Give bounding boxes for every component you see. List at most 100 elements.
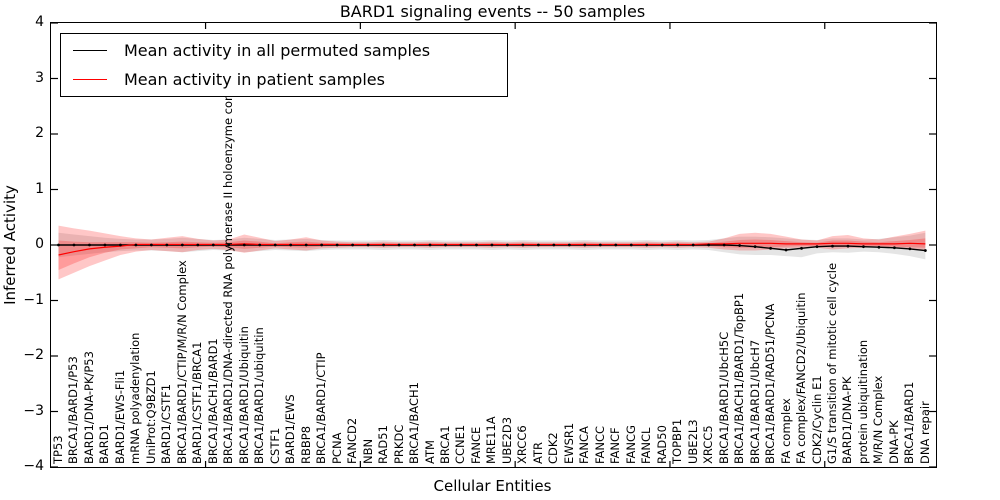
x-axis-tick-label: BRCA1 bbox=[438, 425, 452, 464]
data-point-marker bbox=[103, 243, 107, 247]
data-point-marker bbox=[227, 243, 231, 247]
x-axis-tick-label: ATM bbox=[422, 440, 437, 464]
data-point-marker bbox=[815, 245, 819, 249]
data-point-marker bbox=[366, 243, 370, 247]
data-point-marker bbox=[413, 243, 416, 247]
data-point-marker bbox=[258, 243, 262, 247]
x-axis-tick-label: PCNA bbox=[329, 432, 344, 464]
data-point-marker bbox=[382, 243, 385, 247]
data-point-marker bbox=[428, 243, 432, 247]
data-point-marker bbox=[552, 243, 556, 247]
x-axis-tick-label: BRCA1/BARD1/ubiquitin bbox=[252, 327, 267, 464]
x-axis-tick-label: RBBP8 bbox=[298, 425, 313, 464]
x-axis-tick-label: BRCA1/BARD1/UbcH7 bbox=[747, 339, 762, 464]
data-point-marker bbox=[242, 243, 246, 247]
chart-title: BARD1 signaling events -- 50 samples bbox=[339, 2, 646, 21]
data-point-marker bbox=[738, 244, 742, 247]
data-point-marker bbox=[119, 243, 122, 247]
x-axis-tick-label: BARD1/DNA-PK/P53 bbox=[81, 351, 96, 464]
x-axis-tick-label: BARD1 bbox=[97, 424, 112, 464]
x-axis-tick-label: BRCA1/BARD1 bbox=[902, 381, 917, 464]
y-axis-tick-label: 4 bbox=[35, 14, 44, 30]
data-point-marker bbox=[908, 247, 912, 251]
data-point-marker bbox=[490, 243, 494, 247]
y-axis-tick-label: 2 bbox=[35, 125, 44, 141]
x-axis-tick-label: UniProt:Q9BZD1 bbox=[143, 370, 158, 464]
data-point-marker bbox=[800, 246, 803, 250]
data-point-marker bbox=[846, 244, 850, 248]
x-axis-tick-label: FANCE bbox=[468, 426, 483, 464]
x-axis-tick-label: MRE11A bbox=[484, 416, 499, 464]
x-axis-tick-label: BARD1/DNA-PK bbox=[840, 376, 855, 465]
x-axis-tick-label: FANCL bbox=[639, 427, 654, 464]
data-point-marker bbox=[769, 246, 772, 250]
x-axis-tick-label: ATR bbox=[530, 442, 545, 464]
data-point-marker bbox=[88, 243, 91, 247]
data-point-marker bbox=[57, 243, 60, 247]
x-axis-tick-label: UBE2L3 bbox=[685, 419, 700, 464]
data-point-marker bbox=[707, 243, 711, 247]
data-point-marker bbox=[614, 243, 618, 247]
x-axis-tick-label: BRCA1/BARD1/P53 bbox=[66, 356, 81, 464]
x-axis-tick-label: protein ubiquitination bbox=[855, 339, 870, 464]
red-line-sample-icon bbox=[73, 79, 107, 81]
data-point-marker bbox=[211, 243, 215, 247]
x-axis-tick-label: BARD1/CSTF1 bbox=[159, 383, 174, 464]
x-axis-tick-label: BRCA1/BACH1/BARD1/TopBP1 bbox=[732, 292, 747, 464]
data-point-marker bbox=[149, 243, 153, 247]
data-point-marker bbox=[397, 243, 401, 247]
data-point-marker bbox=[506, 243, 509, 247]
x-axis-tick-label: G1/S transition of mitotic cell cycle bbox=[825, 262, 839, 464]
x-axis-tick-label: CDK2/Cyclin E1 bbox=[809, 375, 824, 464]
x-axis-tick-label: FANCG bbox=[623, 425, 638, 464]
data-point-marker bbox=[72, 243, 76, 247]
x-axis-tick-label: BRCA1/BARD1/CTIP bbox=[314, 352, 329, 464]
data-point-marker bbox=[567, 243, 571, 247]
plot-svg bbox=[51, 23, 936, 467]
y-axis-tick-label: −2 bbox=[23, 347, 44, 363]
data-point-marker bbox=[676, 243, 680, 247]
data-point-marker bbox=[877, 245, 881, 249]
x-axis-tick-label: FA complex/FANCD2/Ubiquitin bbox=[794, 292, 809, 464]
x-axis-label: Cellular Entities bbox=[433, 477, 552, 495]
y-axis-tick-label: 3 bbox=[35, 69, 44, 86]
data-point-marker bbox=[351, 243, 355, 247]
data-point-marker bbox=[691, 243, 695, 247]
x-axis-tick-label: FANCC bbox=[592, 425, 607, 464]
data-point-marker bbox=[521, 243, 525, 247]
x-axis-tick-label: PRKDC bbox=[391, 424, 406, 464]
plot-area: TP53 BRCA1/BARD1/P53 BARD1/DNA-PK/P53 BARD1… bbox=[50, 22, 937, 468]
x-axis-tick-label: BARD1/EWS-Fli1 bbox=[112, 369, 127, 464]
x-axis-tick-label: DNA repair bbox=[917, 401, 932, 464]
x-axis-tick-label: EWSR1 bbox=[561, 422, 576, 464]
data-point-marker bbox=[444, 243, 447, 247]
x-axis-tick-label: BRCA1/BARD1/CTIP/M/R/N Complex bbox=[174, 260, 189, 464]
x-axis-tick-label: BRCA1/BARD1/UbcH5C bbox=[716, 331, 731, 464]
data-point-marker bbox=[165, 243, 169, 247]
x-axis-tick-label: BARD1/EWS bbox=[283, 394, 298, 464]
black-line-sample-icon bbox=[73, 49, 107, 51]
x-axis-tick-label: BRCA1/BARD1/DNA-directed RNA polymerase … bbox=[221, 65, 236, 464]
data-point-marker bbox=[660, 243, 664, 247]
data-point-marker bbox=[196, 243, 200, 247]
legend-label-permuted: Mean activity in all permuted samples bbox=[124, 40, 431, 60]
x-axis-tick-label: FA complex bbox=[778, 398, 793, 464]
data-point-marker bbox=[893, 246, 896, 250]
x-axis-tick-label: BRCA1/BARD1/RAD51/PCNA bbox=[763, 303, 778, 464]
data-point-marker bbox=[784, 248, 788, 252]
data-point-marker bbox=[629, 243, 633, 247]
data-point-marker bbox=[475, 243, 478, 247]
data-point-marker bbox=[831, 244, 834, 248]
x-axis-tick-label: XRCC5 bbox=[701, 425, 716, 464]
x-axis-tick-label: XRCC6 bbox=[515, 425, 530, 464]
data-point-marker bbox=[923, 249, 927, 252]
y-axis-tick-label: −3 bbox=[23, 402, 44, 419]
y-axis-tick-label: 0 bbox=[35, 236, 44, 252]
data-point-marker bbox=[289, 243, 293, 247]
legend: Mean activity in all permuted samples Me… bbox=[60, 33, 508, 97]
data-point-marker bbox=[536, 243, 540, 247]
data-point-marker bbox=[722, 243, 726, 247]
data-point-marker bbox=[459, 243, 463, 247]
x-axis-tick-label: M/R/N Complex bbox=[871, 375, 886, 464]
